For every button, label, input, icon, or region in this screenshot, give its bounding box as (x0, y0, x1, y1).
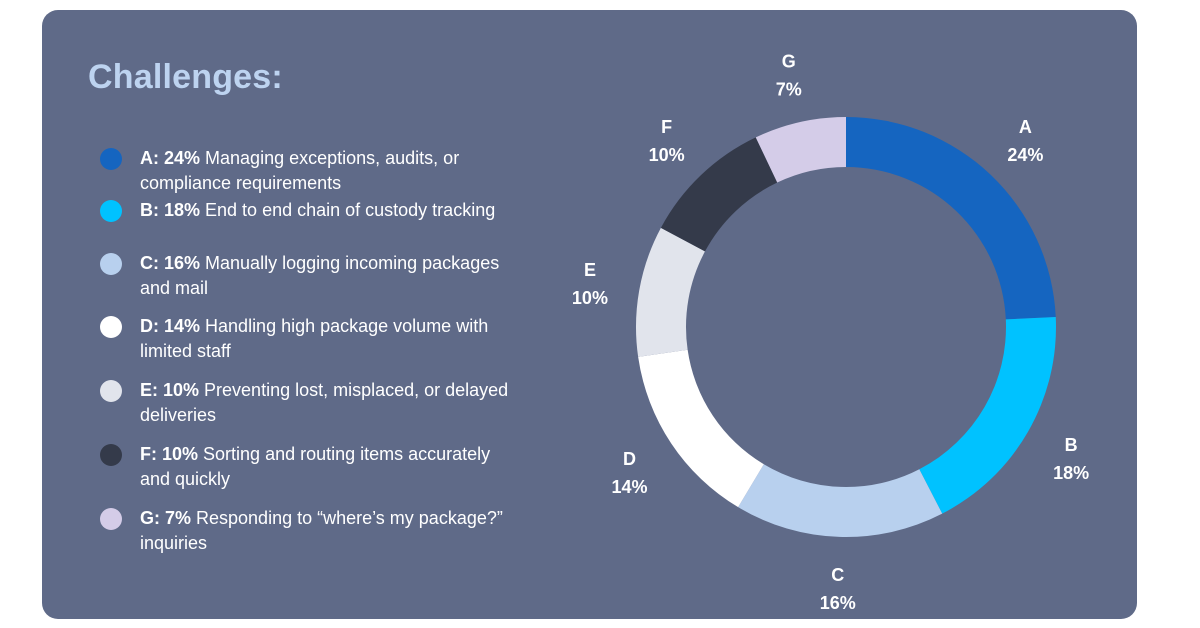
slice-label-c: C (831, 565, 844, 585)
legend-description-e: Preventing lost, misplaced, or delayed d… (140, 380, 509, 425)
legend-value-e: E: 10% (140, 380, 200, 400)
slice-percent-a: 24% (1007, 145, 1043, 165)
legend-text-c: C: 16% Manually logging incoming package… (140, 251, 520, 301)
legend-value-d: D: 14% (140, 316, 201, 336)
legend-swatch-a (100, 148, 122, 170)
slice-a (846, 117, 1056, 320)
legend-swatch-g (100, 508, 122, 530)
legend-text-a: A: 24% Managing exceptions, audits, or c… (140, 146, 520, 196)
slice-g (755, 117, 846, 183)
slice-b (919, 317, 1056, 514)
legend-swatch-b (100, 200, 122, 222)
slice-label-d: D (623, 449, 636, 469)
legend-text-g: G: 7% Responding to “where’s my package?… (140, 506, 520, 556)
slice-c (738, 464, 943, 537)
chart-title: Challenges: (88, 58, 283, 96)
legend-swatch-f (100, 444, 122, 466)
slice-percent-g: 7% (776, 79, 802, 99)
slice-percent-d: 14% (612, 477, 648, 497)
slice-label-e: E (584, 260, 596, 280)
legend-text-f: F: 10% Sorting and routing items accurat… (140, 442, 520, 492)
legend-text-e: E: 10% Preventing lost, misplaced, or de… (140, 378, 520, 428)
legend-value-f: F: 10% (140, 444, 199, 464)
legend-description-f: Sorting and routing items accurately and… (140, 444, 491, 489)
slice-f (660, 137, 778, 252)
slice-label-b: B (1065, 435, 1078, 455)
legend-value-a: A: 24% (140, 148, 201, 168)
legend-value-g: G: 7% (140, 508, 192, 528)
legend-swatch-c (100, 253, 122, 275)
slice-d (638, 349, 764, 508)
slice-percent-e: 10% (572, 288, 608, 308)
legend-description-d: Handling high package volume with limite… (140, 316, 489, 361)
slice-label-g: G (782, 51, 796, 71)
slice-percent-f: 10% (649, 145, 685, 165)
slice-percent-b: 18% (1053, 463, 1089, 483)
legend-value-b: B: 18% (140, 200, 201, 220)
legend-description-g: Responding to “where’s my package?” inqu… (140, 508, 503, 553)
legend-swatch-d (100, 316, 122, 338)
slice-e (636, 227, 705, 357)
legend-description-c: Manually logging incoming packages and m… (140, 253, 500, 298)
legend-text-b: B: 18% End to end chain of custody track… (140, 198, 520, 223)
legend-description-a: Managing exceptions, audits, or complian… (140, 148, 460, 193)
chart-card: Challenges: A: 24% Managing exceptions, … (42, 10, 1137, 619)
legend-value-c: C: 16% (140, 253, 201, 273)
slice-label-a: A (1019, 117, 1032, 137)
slice-percent-c: 16% (820, 593, 856, 613)
legend-description-b: End to end chain of custody tracking (200, 200, 496, 220)
donut-chart: A 24% B 18% C 16% D 14% E 10% F 10% G 7% (572, 51, 1089, 613)
slice-label-f: F (661, 117, 672, 137)
legend-swatch-e (100, 380, 122, 402)
legend-text-d: D: 14% Handling high package volume with… (140, 314, 520, 364)
